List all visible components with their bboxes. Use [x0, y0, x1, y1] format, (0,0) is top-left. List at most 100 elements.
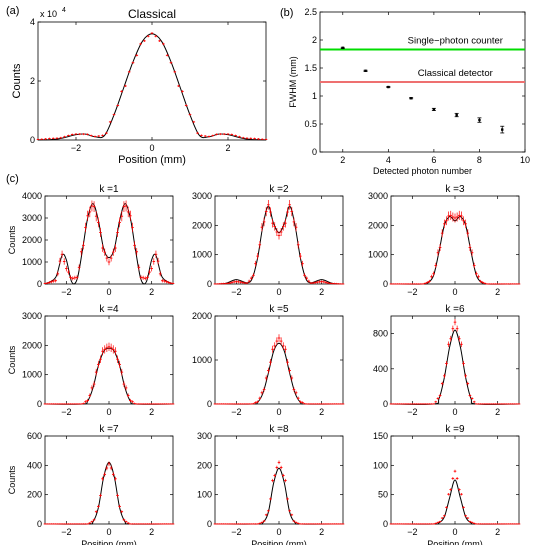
- chart-title: k =9: [445, 424, 465, 435]
- x-tick-label: −2: [231, 527, 241, 537]
- y-tick-label: 400: [27, 460, 42, 470]
- x-tick-label: 2: [149, 527, 154, 537]
- theory-curve: [390, 329, 520, 405]
- x-tick-label: 6: [431, 155, 436, 165]
- x-tick-label: −2: [61, 287, 71, 297]
- panel-label-b: (b): [280, 7, 293, 19]
- theory-curve: [214, 205, 344, 285]
- y-tick-label: 1000: [22, 257, 42, 267]
- theory-curve: [214, 342, 344, 405]
- plot-frame: [44, 315, 174, 405]
- x-tick-label: 0: [452, 287, 457, 297]
- x-tick-label: 2: [319, 407, 324, 417]
- x-tick-label: −2: [231, 287, 241, 297]
- axis-exponent-power: 4: [62, 7, 66, 14]
- y-tick-label: 100: [373, 460, 388, 470]
- plot-frame: [37, 21, 267, 141]
- x-tick-label: −2: [407, 287, 417, 297]
- y-tick-label: 0: [30, 135, 35, 145]
- theory-curve: [37, 33, 267, 141]
- y-tick-label: 3000: [22, 213, 42, 223]
- y-tick-label: 200: [27, 490, 42, 500]
- x-tick-label: 0: [452, 407, 457, 417]
- chart-title: k =7: [99, 424, 119, 435]
- chart-k1: −2 0 2 0 1000 2000 3000 4000 k =1 Counts: [7, 184, 175, 297]
- chart-title: Classical: [128, 7, 176, 21]
- data-point: [387, 85, 390, 89]
- y-tick-label: 0: [383, 399, 388, 409]
- theory-curve: [390, 216, 520, 285]
- y-tick-label: 0: [312, 147, 317, 157]
- x-tick-label: 2: [225, 143, 230, 153]
- y-tick-label: 600: [27, 431, 42, 441]
- x-tick-label: −2: [231, 407, 241, 417]
- y-tick-label: 0.5: [304, 119, 317, 129]
- y-tick-label: 4000: [22, 191, 42, 201]
- y-axis-label: FWHM (mm): [288, 56, 298, 107]
- y-tick-label: 0: [37, 279, 42, 289]
- x-tick-label: 8: [477, 155, 482, 165]
- x-tick-label: −2: [71, 143, 81, 153]
- theory-curve: [214, 467, 344, 525]
- x-axis-label: Position (mm): [251, 539, 307, 545]
- y-tick-label: 300: [197, 431, 212, 441]
- theory-curve: [44, 461, 174, 525]
- y-tick-label: 400: [373, 364, 388, 374]
- y-tick-label: 3000: [22, 311, 42, 321]
- y-tick-label: 1: [312, 91, 317, 101]
- y-tick-label: 200: [197, 460, 212, 470]
- data-point: [409, 97, 413, 100]
- chart-k9: −2 0 2 0 50 100 150 k =9 Position (mm): [373, 424, 521, 545]
- y-tick-label: 150: [373, 431, 388, 441]
- chart-title: k =6: [445, 304, 465, 315]
- data-point: [501, 128, 504, 131]
- y-tick-label: 1000: [192, 250, 212, 260]
- plot-frame: [44, 195, 174, 285]
- y-tick-label: 4: [30, 17, 35, 27]
- x-tick-label: 0: [106, 527, 111, 537]
- y-tick-label: 3000: [368, 191, 388, 201]
- x-tick-label: 2: [340, 155, 345, 165]
- reference-line-label: Classical detector: [418, 68, 493, 79]
- data-point: [455, 113, 458, 117]
- y-tick-label: 1.5: [304, 63, 317, 73]
- x-axis-label: Position (mm): [427, 539, 483, 545]
- plot-frame: [44, 435, 174, 525]
- y-tick-label: 2000: [192, 311, 212, 321]
- chart-title: k =2: [269, 184, 289, 195]
- chart-k7: −2 0 2 0 200 400 600 k =7 Position (mm) Counts: [7, 424, 175, 545]
- x-tick-label: 0: [106, 287, 111, 297]
- data-point: [478, 118, 481, 122]
- x-tick-label: 2: [495, 287, 500, 297]
- plots-layer: −2 0 2 0 2 4 Classical Position (mm) Counts x 10 4…: [7, 7, 530, 545]
- axis-exponent-label: x 10: [40, 9, 57, 19]
- plot-frame: [390, 315, 520, 405]
- plot-frame: [214, 315, 344, 405]
- chart-classical: −2 0 2 0 2 4 Classical Position (mm) Counts x 10 4: [11, 7, 268, 166]
- reference-line-label: Single−photon counter: [408, 36, 503, 47]
- x-tick-label: 0: [276, 527, 281, 537]
- y-tick-label: 0: [383, 279, 388, 289]
- x-tick-label: −2: [61, 407, 71, 417]
- x-tick-label: 0: [149, 143, 154, 153]
- theory-curve: [44, 203, 174, 285]
- chart-title: k =8: [269, 424, 289, 435]
- plot-frame: [214, 435, 344, 525]
- y-tick-label: 2000: [22, 235, 42, 245]
- data-point: [341, 46, 344, 50]
- x-tick-label: 2: [319, 287, 324, 297]
- x-tick-label: 10: [520, 155, 530, 165]
- y-tick-label: 3000: [192, 191, 212, 201]
- data-point: [364, 69, 367, 72]
- data-point: [432, 108, 436, 111]
- x-tick-label: 0: [452, 527, 457, 537]
- y-tick-label: 0: [207, 399, 212, 409]
- x-tick-label: 4: [386, 155, 391, 165]
- y-tick-label: 2: [30, 76, 35, 86]
- y-tick-label: 0: [383, 519, 388, 529]
- x-tick-label: 2: [149, 287, 154, 297]
- x-tick-label: 2: [149, 407, 154, 417]
- chart-title: k =1: [99, 184, 119, 195]
- y-axis-label: Counts: [7, 345, 17, 374]
- y-axis-label: Counts: [11, 63, 23, 98]
